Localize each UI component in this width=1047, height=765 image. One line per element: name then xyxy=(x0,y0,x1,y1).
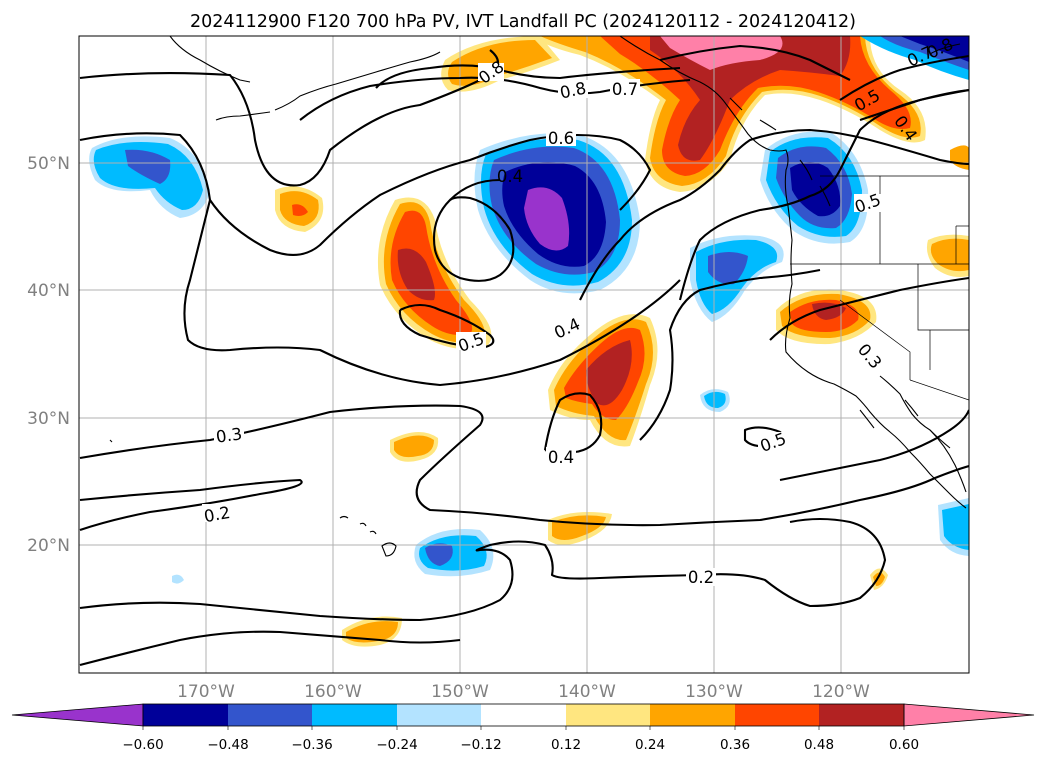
svg-text:0.2: 0.2 xyxy=(688,568,714,587)
colorbar-segment xyxy=(819,704,904,726)
colorbar-tick-label: 0.60 xyxy=(889,737,919,753)
colorbar-tick-label: −0.48 xyxy=(207,737,248,753)
lon-tick-label: 130°W xyxy=(685,682,743,702)
svg-text:0.2: 0.2 xyxy=(203,503,232,526)
colorbar-tick-label: 0.36 xyxy=(720,737,750,753)
country-state-borders xyxy=(790,175,969,401)
lat-tick-label: 30°N xyxy=(27,409,70,429)
colorbar-segment xyxy=(481,704,566,726)
contour-label: 0.4 xyxy=(497,167,523,186)
contour-label: 0.3 xyxy=(214,424,244,447)
colorbar-extend-low xyxy=(11,703,144,727)
positive-anomaly-blob xyxy=(548,314,658,447)
contour-lines xyxy=(79,44,969,667)
gridlines xyxy=(79,36,969,673)
colorbar: −0.60 −0.48 −0.36 −0.24 −0.12 0.12 0.24 … xyxy=(11,703,1035,753)
contour-label: 0.8 xyxy=(558,78,588,103)
positive-anomaly-blob xyxy=(275,186,324,232)
svg-text:0.4: 0.4 xyxy=(497,167,523,186)
lon-tick-label: 170°W xyxy=(177,682,235,702)
negative-anomaly-blob xyxy=(690,235,784,322)
colorbar-tick-label: −0.36 xyxy=(291,737,332,753)
lat-tick-label: 20°N xyxy=(27,536,70,556)
positive-anomaly-blob xyxy=(377,197,492,349)
lat-tick-label: 50°N xyxy=(27,154,70,174)
coastlines xyxy=(109,36,967,557)
lat-tick-label: 40°N xyxy=(27,281,70,301)
contour-label: 0.5 xyxy=(758,429,789,456)
negative-anomaly-blob xyxy=(89,136,210,218)
colorbar-segment xyxy=(312,704,397,726)
colorbar-segment xyxy=(228,704,312,726)
lon-tick-label: 160°W xyxy=(304,682,362,702)
colorbar-extend-high xyxy=(903,703,1035,727)
contour-label: 0.7 xyxy=(610,79,640,99)
svg-text:0.3: 0.3 xyxy=(215,424,244,446)
contour-label: 0.6 xyxy=(546,128,576,148)
contour-label: 0.2 xyxy=(202,503,232,526)
svg-text:0.4: 0.4 xyxy=(548,448,574,467)
colorbar-tick-label: 0.24 xyxy=(635,737,665,753)
lon-tick-label: 140°W xyxy=(558,682,616,702)
lon-tick-label: 150°W xyxy=(431,682,489,702)
colorbar-segment xyxy=(143,704,228,726)
negative-anomaly-blob xyxy=(860,36,969,80)
lat-tick-labels: 30°N 20°N 40°N 50°N xyxy=(27,154,70,556)
map-background xyxy=(79,36,969,673)
colorbar-segment xyxy=(566,704,650,726)
contour-label: 0.4 xyxy=(546,447,576,467)
colorbar-segment xyxy=(650,704,735,726)
figure-title: 2024112900 F120 700 hPa PV, IVT Landfall… xyxy=(190,12,856,32)
contour-label: 0.2 xyxy=(686,568,716,587)
colorbar-tick-label: −0.60 xyxy=(122,737,163,753)
svg-text:0.7: 0.7 xyxy=(612,80,638,99)
negative-anomaly-blob xyxy=(474,133,640,294)
map-frame xyxy=(78,35,970,674)
map-panel: 0.8 0.8 0.7 0.6 0.4 xyxy=(78,35,970,674)
colorbar-tick-label: 0.12 xyxy=(551,737,581,753)
svg-text:0.6: 0.6 xyxy=(548,129,574,148)
colorbar-tick-label: −0.12 xyxy=(460,737,501,753)
colorbar-segment xyxy=(735,704,819,726)
colorbar-segment xyxy=(397,704,481,726)
colorbar-tick-label: −0.24 xyxy=(376,737,417,753)
lon-tick-label: 120°W xyxy=(812,682,870,702)
lon-tick-labels: 170°W 160°W 150°W 140°W 130°W 120°W xyxy=(177,682,870,702)
colorbar-tick-label: 0.48 xyxy=(804,737,834,753)
